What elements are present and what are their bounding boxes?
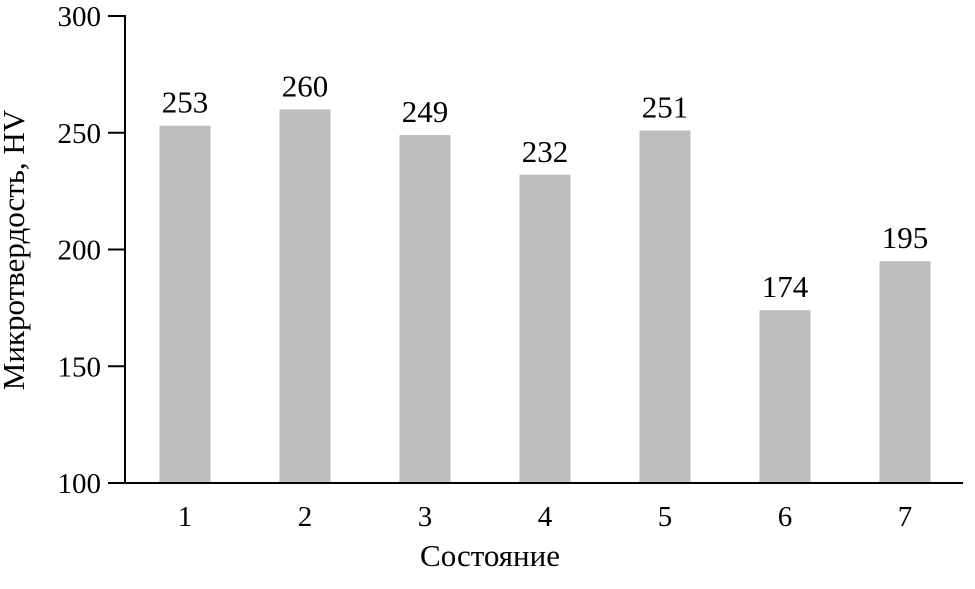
bar [399,135,451,483]
x-tick-label: 5 [658,501,673,533]
x-tick-label: 1 [178,501,193,533]
x-tick-label: 3 [418,501,433,533]
data-label: 260 [282,68,329,103]
x-tick-label: 2 [298,501,313,533]
y-tick-label: 250 [58,118,102,150]
y-tick-label: 100 [58,468,102,500]
bar [519,174,571,483]
data-label: 251 [642,89,689,124]
data-label: 249 [402,94,449,129]
y-tick-label: 200 [58,235,102,267]
x-tick-label: 6 [778,501,793,533]
y-tick-label: 150 [58,351,102,383]
data-label: 232 [522,134,569,169]
bar [759,310,811,483]
x-axis-label: Состояние [420,538,560,573]
x-tick-label: 4 [538,501,553,533]
data-label: 174 [762,269,809,304]
y-tick-label: 300 [58,1,102,33]
bar [879,261,931,483]
bar [279,109,331,484]
bar [639,130,691,484]
x-tick-label: 7 [898,501,913,533]
data-label: 195 [882,220,929,255]
data-label: 253 [162,85,209,120]
bar [159,125,211,484]
y-axis-label: Микротвердость, HV [0,109,31,390]
